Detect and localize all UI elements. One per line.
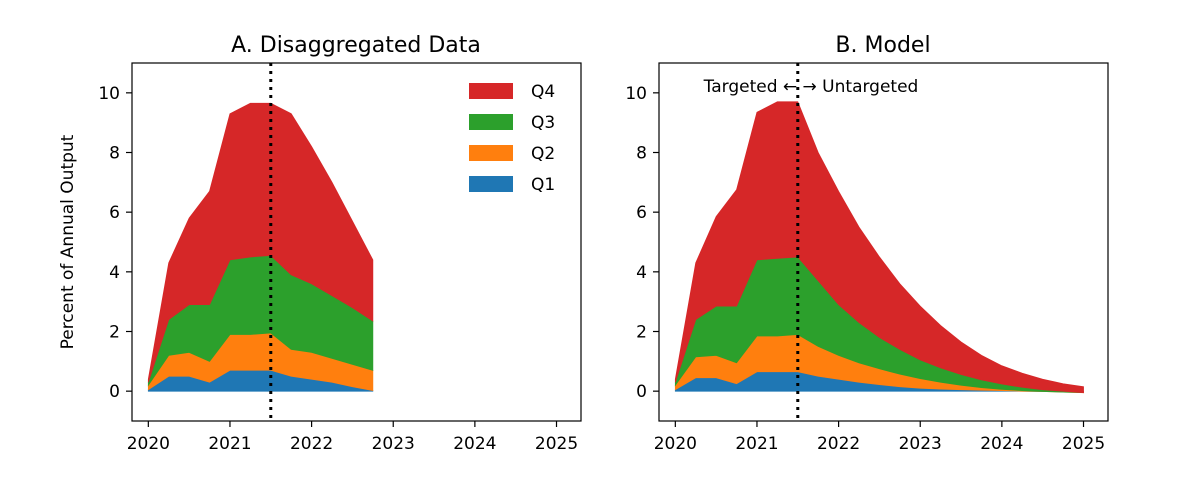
legend-swatch-q1 <box>469 176 513 192</box>
x-tick-label: 2025 <box>1062 434 1105 454</box>
x-tick-label: 2020 <box>127 434 170 454</box>
panel-a-frame <box>131 62 582 422</box>
y-tick-label: 8 <box>109 144 120 164</box>
y-tick-label: 10 <box>98 84 120 104</box>
legend-swatch-q3 <box>469 114 513 130</box>
x-tick-label: 2024 <box>980 434 1023 454</box>
panel-b-title: B. Model <box>835 33 930 58</box>
panel-b-areas <box>674 101 1084 394</box>
panel-b-frame <box>658 62 1109 422</box>
legend-swatch-q2 <box>469 145 513 161</box>
panel-a-legend: Q4 Q3 Q2 Q1 <box>469 82 555 195</box>
legend-label-q4: Q4 <box>531 82 555 102</box>
panel-a-x-axis: 2020 2021 2022 2023 2024 2025 <box>127 421 578 454</box>
legend-label-q1: Q1 <box>531 175 555 195</box>
panel-b-x-axis: 2020 2021 2022 2023 2024 2025 <box>654 421 1105 454</box>
legend-label-q3: Q3 <box>531 113 555 133</box>
legend-swatch-q4 <box>469 83 513 99</box>
y-tick-label: 0 <box>636 382 647 402</box>
y-tick-label: 4 <box>109 263 120 283</box>
y-tick-label: 6 <box>636 203 647 223</box>
y-tick-label: 2 <box>109 323 120 343</box>
legend-label-q2: Q2 <box>531 144 555 164</box>
x-tick-label: 2023 <box>372 434 415 454</box>
y-tick-label: 4 <box>636 263 647 283</box>
panel-b-y-axis: 0 2 4 6 8 10 <box>625 84 659 402</box>
targeted-untargeted-annotation: Targeted ← → Untargeted <box>703 77 919 97</box>
x-tick-label: 2022 <box>290 434 333 454</box>
y-tick-label: 0 <box>109 382 120 402</box>
y-tick-label: 8 <box>636 144 647 164</box>
y-tick-label: 10 <box>625 84 647 104</box>
x-tick-label: 2021 <box>208 434 251 454</box>
x-tick-label: 2025 <box>535 434 578 454</box>
y-tick-label: 6 <box>109 203 120 223</box>
x-tick-label: 2023 <box>899 434 942 454</box>
panel-b: B. Model Targeted ← → Untargeted 2020 202… <box>625 33 1109 454</box>
x-tick-label: 2020 <box>654 434 697 454</box>
y-axis-label: Percent of Annual Output <box>58 134 78 349</box>
panel-a-y-axis: 0 2 4 6 8 10 <box>98 84 132 402</box>
x-tick-label: 2024 <box>453 434 496 454</box>
panel-a-areas <box>147 102 374 392</box>
x-tick-label: 2021 <box>735 434 778 454</box>
x-tick-label: 2022 <box>817 434 860 454</box>
y-tick-label: 2 <box>636 323 647 343</box>
panel-a-title: A. Disaggregated Data <box>231 33 481 58</box>
area-q4 <box>147 102 374 383</box>
